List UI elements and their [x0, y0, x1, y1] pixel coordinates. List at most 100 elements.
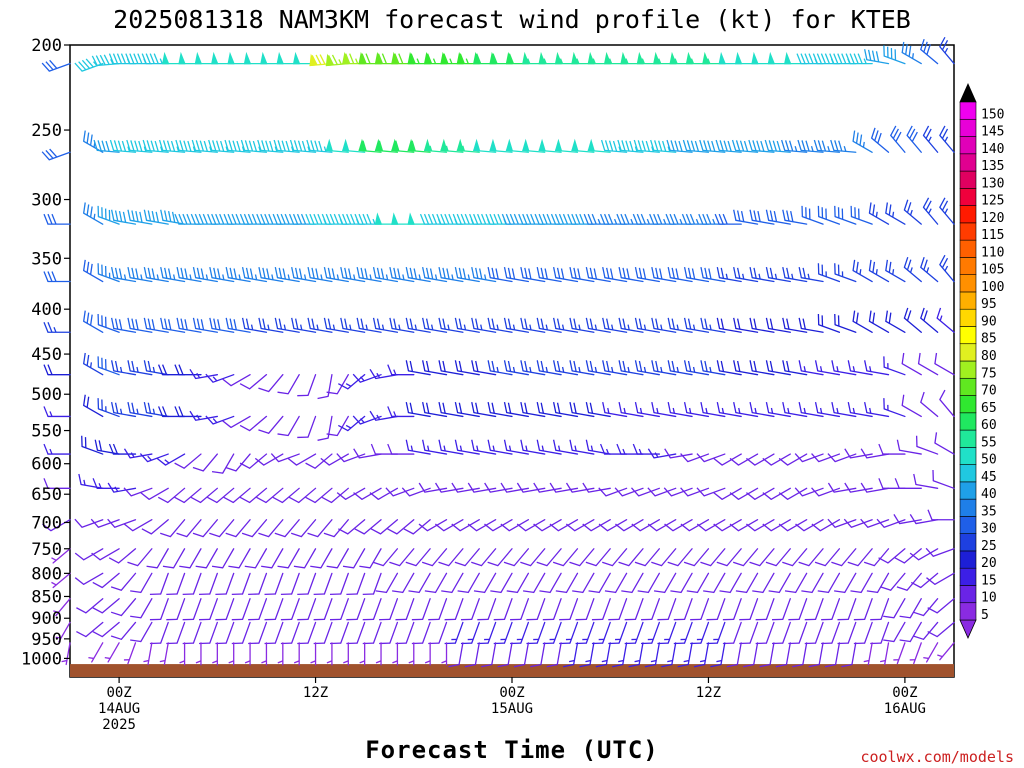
wind-barb [732, 548, 759, 567]
wind-barb [438, 267, 464, 283]
wind-barb [667, 401, 693, 418]
wind-barb [434, 482, 464, 493]
wind-barb [90, 518, 120, 528]
wind-barb [702, 51, 726, 65]
wind-barb [472, 51, 497, 65]
wind-barb [876, 518, 906, 528]
wind-barb [248, 598, 268, 621]
colorbar-swatch [959, 447, 977, 465]
wind-barb [305, 487, 333, 504]
colorbar-label: 115 [981, 228, 1004, 243]
wind-barb [487, 317, 513, 333]
wind-barb [258, 519, 284, 538]
wind-barb [43, 478, 71, 489]
wind-barb [123, 519, 153, 532]
wind-barb [883, 45, 906, 65]
wind-barb [716, 401, 742, 418]
y-tick-label: 400 [31, 300, 62, 320]
wind-barb [291, 267, 317, 283]
wind-barb [244, 548, 268, 569]
wind-barb [666, 139, 693, 153]
wind-barb [191, 139, 218, 153]
colorbar-swatch [959, 602, 977, 621]
wind-barb [387, 519, 415, 535]
wind-barb [932, 470, 955, 489]
wind-barb [847, 401, 873, 418]
wind-barb [913, 473, 939, 489]
wind-barb [358, 138, 382, 153]
wind-barb [565, 482, 595, 493]
wind-barb [939, 197, 955, 225]
wind-barb [340, 267, 366, 283]
wind-barb [277, 642, 284, 666]
wind-barb [83, 394, 104, 418]
colorbar-label: 10 [981, 591, 997, 606]
wind-barb [487, 401, 513, 418]
wind-barb [798, 317, 824, 333]
wind-barb [633, 139, 660, 153]
colorbar-swatch [959, 412, 977, 431]
wind-barb [43, 443, 71, 455]
wind-barb [817, 263, 841, 283]
wind-barb [614, 487, 644, 497]
wind-barb [591, 598, 611, 621]
wind-barb [108, 548, 137, 564]
wind-barb [142, 139, 169, 153]
wind-barb [680, 453, 710, 463]
wind-barb [834, 263, 857, 283]
wind-barb [569, 439, 595, 455]
wind-barb [885, 202, 906, 225]
wind-barb [922, 197, 939, 225]
wind-barb [814, 360, 841, 376]
wind-barb [850, 572, 873, 594]
wind-barb [326, 548, 349, 569]
x-tick-date: 14AUG [98, 701, 140, 717]
wind-barb [870, 598, 890, 621]
colorbar-label: 45 [981, 470, 997, 485]
wind-barb [883, 398, 906, 418]
wind-barb [297, 598, 317, 621]
wind-barb [520, 548, 546, 567]
wind-barb [224, 139, 251, 153]
wind-barb [342, 548, 366, 569]
wind-barb [834, 205, 857, 225]
wind-barb [864, 360, 890, 376]
wind-barb [481, 642, 497, 668]
wind-barb [939, 36, 955, 65]
wind-barb [228, 548, 251, 569]
colorbar-label: 5 [981, 608, 989, 623]
wind-barb [831, 360, 857, 376]
wind-barb [387, 364, 415, 376]
wind-barb [569, 401, 595, 418]
wind-barb [110, 598, 137, 617]
wind-barb [329, 572, 349, 596]
wind-barb [456, 138, 480, 153]
wind-barb [241, 317, 268, 333]
wind-barb [307, 267, 333, 283]
wind-barb [407, 138, 431, 153]
wind-barb [408, 642, 415, 666]
y-tick-label: 550 [31, 422, 62, 442]
wind-barb [598, 487, 628, 497]
wind-barb [306, 139, 333, 153]
wind-barb [936, 307, 955, 333]
wind-barb [440, 51, 464, 65]
wind-barb [258, 415, 284, 434]
wind-barb [901, 394, 922, 418]
wind-barb [503, 317, 530, 333]
wind-barb [939, 125, 955, 153]
wind-barb [710, 642, 726, 668]
colorbar-label: 35 [981, 504, 997, 519]
wind-barb [471, 360, 497, 376]
wind-barb [340, 317, 366, 333]
wind-barb [97, 263, 120, 283]
x-tick-label: 12Z [303, 685, 328, 701]
y-tick-label: 600 [31, 455, 62, 475]
wind-barb [536, 360, 562, 376]
colorbar-label: 20 [981, 556, 997, 571]
wind-barb [618, 401, 644, 418]
wind-barb [473, 138, 497, 153]
wind-barb [342, 138, 366, 153]
wind-barb [356, 317, 382, 333]
